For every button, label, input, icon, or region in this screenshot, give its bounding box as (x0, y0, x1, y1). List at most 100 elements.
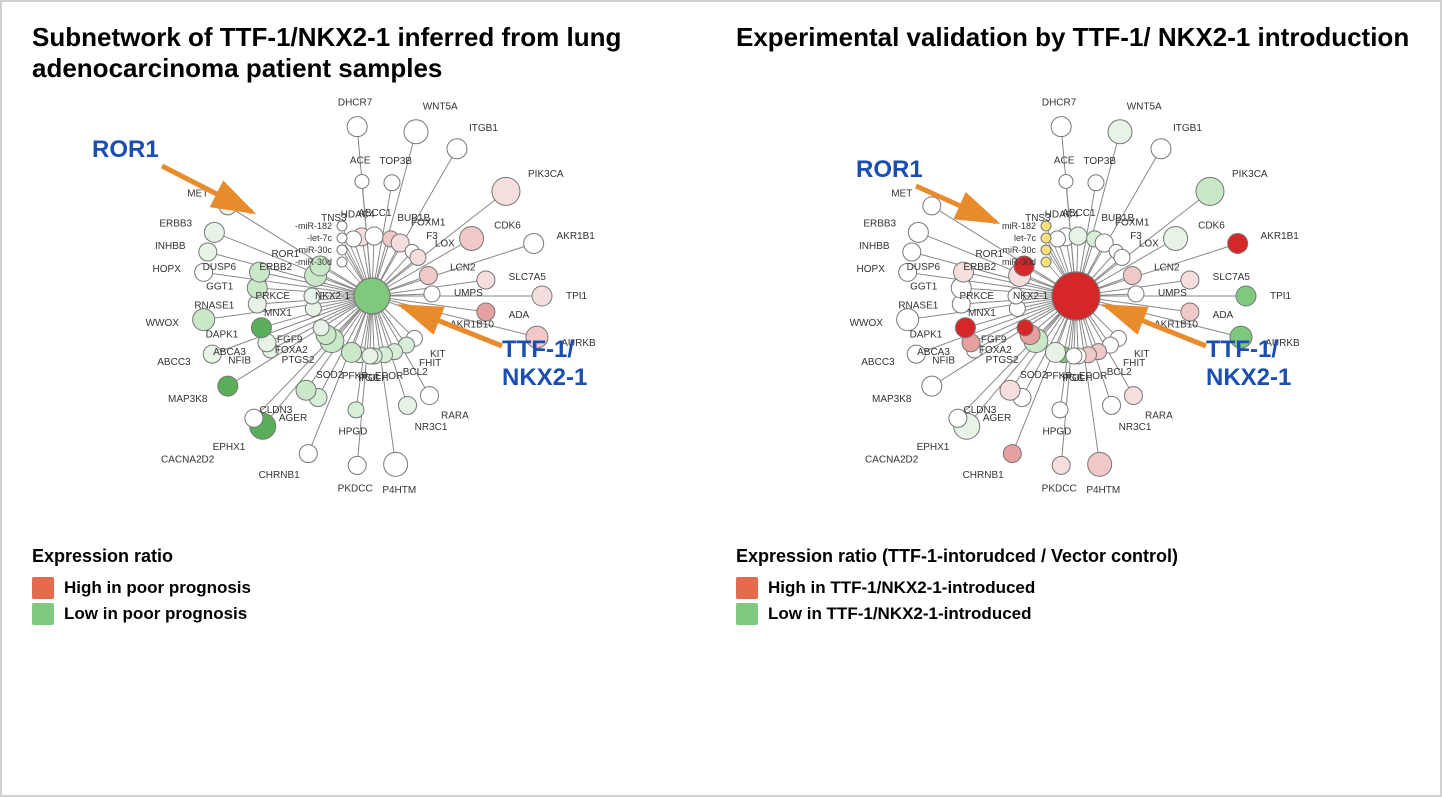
svg-text:PRKCE: PRKCE (960, 291, 995, 302)
svg-text:GGT1: GGT1 (206, 281, 234, 292)
svg-text:UMPS: UMPS (1158, 288, 1187, 299)
svg-text:NKX2-1: NKX2-1 (1013, 291, 1048, 302)
right-legend-title: Expression ratio (TTF-1-intorudced / Vec… (736, 546, 1410, 567)
left-legend-title: Expression ratio (32, 546, 706, 567)
svg-text:ERBB2: ERBB2 (963, 262, 996, 273)
svg-text:TPI1: TPI1 (566, 291, 588, 302)
right-legend-low-row: Low in TTF-1/NKX2-1-introduced (736, 603, 1410, 625)
right-legend-high-label: High in TTF-1/NKX2-1-introduced (768, 578, 1035, 598)
left-panel: Subnetwork of TTF-1/NKX2-1 inferred from… (32, 22, 706, 629)
svg-text:INHBB: INHBB (859, 241, 890, 252)
svg-text:CDK6: CDK6 (494, 221, 521, 232)
svg-text:MAP3K8: MAP3K8 (872, 394, 912, 405)
svg-text:HOPX: HOPX (857, 264, 886, 275)
swatch-low-icon (32, 603, 54, 625)
svg-text:DAPK1: DAPK1 (910, 329, 943, 340)
svg-text:ROR1: ROR1 (975, 249, 1003, 260)
svg-text:NKX2-1: NKX2-1 (315, 291, 350, 302)
svg-text:SLC7A5: SLC7A5 (1213, 272, 1251, 283)
panels-row: Subnetwork of TTF-1/NKX2-1 inferred from… (32, 22, 1410, 629)
svg-text:ACE: ACE (350, 156, 371, 167)
svg-text:miR-182: miR-182 (1002, 221, 1036, 231)
svg-text:DHCR7: DHCR7 (1042, 98, 1077, 109)
svg-text:ACE: ACE (1054, 156, 1075, 167)
right-legend-low-label: Low in TTF-1/NKX2-1-introduced (768, 604, 1032, 624)
svg-text:FGF9: FGF9 (277, 334, 303, 345)
svg-text:let-7c: let-7c (1014, 233, 1037, 243)
svg-text:ABCA3: ABCA3 (917, 347, 950, 358)
svg-text:RARA: RARA (1145, 411, 1173, 422)
right-title: Experimental validation by TTF-1/ NKX2-1… (736, 22, 1410, 86)
svg-text:LOX: LOX (435, 238, 455, 249)
right-legend: Expression ratio (TTF-1-intorudced / Vec… (736, 546, 1410, 625)
right-graph-wrap: DHCR7HDAC4ABCC1WNT5ATNS3ACEBUB1BTOP3BITG… (736, 96, 1376, 516)
svg-text:MNX1: MNX1 (264, 308, 292, 319)
svg-text:HPGD: HPGD (1042, 427, 1071, 438)
svg-text:ERBB3: ERBB3 (863, 218, 896, 229)
svg-text:RNASE1: RNASE1 (194, 301, 234, 312)
svg-text:PIK3CA: PIK3CA (528, 169, 564, 180)
svg-text:ERBB3: ERBB3 (159, 218, 192, 229)
svg-text:-let-7c: -let-7c (307, 233, 333, 243)
svg-text:PTGS2: PTGS2 (986, 355, 1019, 366)
svg-text:ABCA3: ABCA3 (213, 347, 246, 358)
svg-text:TOP3B: TOP3B (379, 156, 412, 167)
svg-text:AKR1B1: AKR1B1 (557, 231, 596, 242)
svg-text:RNASE1: RNASE1 (898, 301, 938, 312)
svg-text:SLC7A5: SLC7A5 (509, 272, 547, 283)
swatch-high-icon (32, 577, 54, 599)
svg-text:ITGB1: ITGB1 (1173, 123, 1202, 134)
svg-text:MET: MET (891, 189, 912, 200)
svg-text:EPHX1: EPHX1 (917, 442, 950, 453)
svg-text:MET: MET (187, 189, 208, 200)
svg-text:FOXM1: FOXM1 (411, 218, 446, 229)
svg-text:CDK6: CDK6 (1198, 221, 1225, 232)
svg-text:FOXM1: FOXM1 (1115, 218, 1150, 229)
svg-text:AKR1B1: AKR1B1 (1261, 231, 1300, 242)
svg-text:DHCR7: DHCR7 (338, 98, 373, 109)
svg-text:HPGD: HPGD (338, 427, 367, 438)
svg-text:DUSP6: DUSP6 (203, 262, 237, 273)
svg-text:CHRNB1: CHRNB1 (963, 470, 1005, 481)
svg-text:FOXA2: FOXA2 (275, 345, 308, 356)
svg-text:P4HTM: P4HTM (382, 485, 416, 496)
svg-text:LCN2: LCN2 (1154, 263, 1180, 274)
svg-text:-miR-182: -miR-182 (295, 221, 332, 231)
svg-text:AKR1B10: AKR1B10 (1154, 319, 1198, 330)
swatch-low-icon (736, 603, 758, 625)
svg-text:FOXA2: FOXA2 (979, 345, 1012, 356)
right-panel: Experimental validation by TTF-1/ NKX2-1… (736, 22, 1410, 629)
svg-text:ITGB1: ITGB1 (469, 123, 498, 134)
svg-text:BCL2: BCL2 (1107, 367, 1132, 378)
left-graph-wrap: DHCR7HDAC4ABCC1WNT5ATNS3ACEBUB1BTOP3BITG… (32, 96, 672, 516)
left-legend-low-row: Low in poor prognosis (32, 603, 706, 625)
svg-text:ABCC3: ABCC3 (157, 357, 191, 368)
svg-text:WNT5A: WNT5A (1127, 102, 1162, 113)
svg-text:TPI1: TPI1 (1270, 291, 1292, 302)
svg-text:BCL2: BCL2 (403, 367, 428, 378)
svg-text:ADA: ADA (1213, 310, 1234, 321)
ttf1-callout-left-l2: NKX2-1 (502, 364, 587, 391)
svg-text:miR-30d: miR-30d (1002, 257, 1036, 267)
svg-text:-miR-30d: -miR-30d (295, 257, 332, 267)
svg-text:P4HTM: P4HTM (1086, 485, 1120, 496)
svg-text:CACNA2D2: CACNA2D2 (865, 454, 919, 465)
ttf1-callout-left: TTF-1/ NKX2-1 (502, 336, 587, 392)
svg-text:CLDN3: CLDN3 (259, 405, 292, 416)
svg-text:PGC: PGC (358, 373, 380, 384)
svg-text:LCN2: LCN2 (450, 263, 476, 274)
figure-frame: Subnetwork of TTF-1/NKX2-1 inferred from… (0, 0, 1442, 797)
svg-text:CACNA2D2: CACNA2D2 (161, 454, 215, 465)
svg-text:PTGS2: PTGS2 (282, 355, 315, 366)
svg-text:ERBB2: ERBB2 (259, 262, 292, 273)
ttf1-callout-right-l1: TTF-1/ (1206, 336, 1278, 363)
svg-text:RARA: RARA (441, 411, 469, 422)
svg-text:MAP3K8: MAP3K8 (168, 394, 208, 405)
svg-text:ABCC1: ABCC1 (358, 208, 392, 219)
svg-text:HOPX: HOPX (153, 264, 182, 275)
right-legend-high-row: High in TTF-1/NKX2-1-introduced (736, 577, 1410, 599)
left-legend-low-label: Low in poor prognosis (64, 604, 247, 624)
svg-text:CLDN3: CLDN3 (963, 405, 996, 416)
ttf1-callout-left-l1: TTF-1/ (502, 336, 574, 363)
svg-text:ADA: ADA (509, 310, 530, 321)
